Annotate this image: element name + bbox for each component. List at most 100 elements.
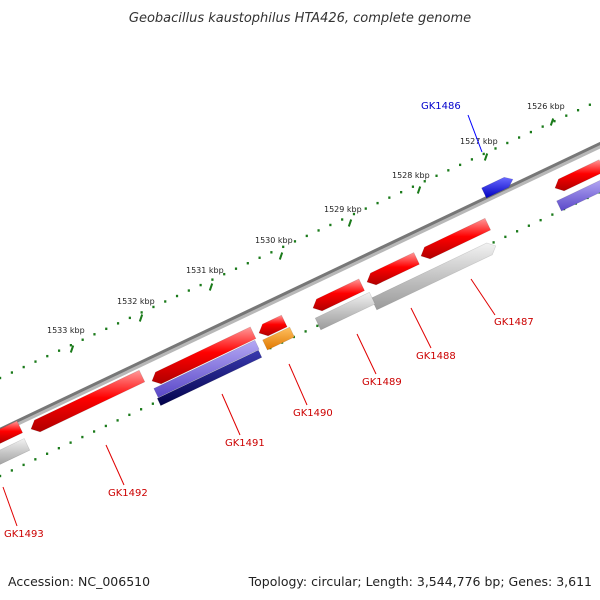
gene-label-gk1486[interactable]: GK1486 bbox=[421, 101, 461, 112]
ruler-minor-tick bbox=[447, 169, 450, 172]
ruler-minor-tick bbox=[541, 125, 544, 128]
inner-ruler-minor-tick bbox=[128, 413, 131, 417]
cds-bar-gk1489 bbox=[314, 291, 376, 331]
leader-gk1490 bbox=[288, 363, 308, 406]
ruler-major-tick bbox=[549, 118, 555, 126]
ruler-minor-ticks bbox=[0, 103, 591, 380]
ruler-major-tick bbox=[416, 186, 422, 194]
ruler-minor-tick bbox=[517, 136, 521, 139]
ruler-tick-label: 1526 kbp bbox=[527, 102, 565, 111]
ruler-minor-tick bbox=[116, 322, 120, 325]
ruler-tick-label: 1528 kbp bbox=[392, 171, 430, 180]
ruler-minor-tick bbox=[329, 223, 332, 227]
hit-bar-gk1491-dark bbox=[156, 349, 263, 407]
ruler-minor-tick bbox=[140, 311, 143, 314]
ruler-minor-tick bbox=[565, 114, 568, 117]
ruler-minor-tick bbox=[46, 354, 49, 358]
feature-tracks bbox=[0, 159, 600, 465]
ruler-major-tick bbox=[208, 283, 214, 291]
ruler-tick-label: 1527 kbp bbox=[460, 137, 498, 146]
inner-ruler-minor-tick bbox=[104, 424, 107, 428]
cds-bar-gk1487-gk1488 bbox=[370, 242, 497, 311]
inner-ruler-minor-tick bbox=[81, 435, 84, 439]
ruler-minor-tick bbox=[246, 262, 249, 265]
ruler-major-tick bbox=[278, 252, 284, 260]
inner-ruler-minor-tick bbox=[46, 452, 49, 455]
ruler-minor-tick bbox=[187, 289, 190, 292]
gene-label-leaders bbox=[2, 114, 496, 527]
inner-ruler-minor-tick bbox=[116, 419, 119, 422]
hit-bar-gk1491 bbox=[153, 339, 260, 398]
ruler-minor-tick bbox=[211, 278, 214, 281]
inner-ruler-minor-tick bbox=[539, 218, 542, 222]
gene-label-gk1489[interactable]: GK1489 bbox=[362, 377, 402, 388]
topology-text: Topology: circular; Length: 3,544,776 bp… bbox=[248, 574, 592, 589]
gene-label-gk1490[interactable]: GK1490 bbox=[293, 408, 333, 419]
ruler-major-tick bbox=[483, 153, 489, 161]
leader-gk1493 bbox=[2, 486, 18, 527]
ruler-tick-label: 1532 kbp bbox=[117, 297, 155, 306]
ruler-minor-tick bbox=[93, 333, 96, 336]
inner-ruler-minor-tick bbox=[516, 230, 519, 233]
ruler-minor-tick bbox=[553, 119, 556, 123]
ruler-minor-tick bbox=[317, 229, 320, 232]
ruler-minor-tick bbox=[494, 147, 497, 150]
gene-label-gk1492[interactable]: GK1492 bbox=[108, 488, 148, 499]
ruler-minor-tick bbox=[470, 158, 474, 161]
ruler-minor-tick bbox=[459, 163, 462, 167]
ruler-minor-tick bbox=[152, 305, 155, 309]
ruler-minor-tick bbox=[423, 180, 426, 183]
inner-ruler-minor-tick bbox=[140, 408, 143, 411]
ruler-minor-tick bbox=[305, 234, 308, 238]
ruler-minor-tick bbox=[576, 109, 580, 112]
ruler-major-ticks bbox=[69, 118, 555, 353]
ruler-minor-tick bbox=[411, 185, 415, 188]
ruler-minor-tick bbox=[105, 327, 108, 331]
leader-gk1491 bbox=[221, 393, 241, 436]
gene-arrow-gk1492 bbox=[30, 369, 146, 433]
inner-ruler-minor-tick bbox=[527, 224, 530, 227]
inner-ruler-minor-tick bbox=[34, 458, 37, 461]
ruler-minor-tick bbox=[400, 190, 403, 194]
leader-gk1486 bbox=[467, 114, 483, 153]
ruler-minor-tick bbox=[376, 201, 379, 205]
ruler-major-tick bbox=[69, 345, 75, 353]
ruler-minor-tick bbox=[506, 141, 509, 145]
leader-gk1488 bbox=[410, 307, 432, 349]
gene-label-gk1487[interactable]: GK1487 bbox=[494, 317, 534, 328]
ruler-minor-tick bbox=[22, 365, 25, 369]
ruler-minor-tick bbox=[223, 272, 226, 276]
gene-arrow-gk1491 bbox=[151, 326, 257, 385]
gene-labels: GK1486 GK1487 GK1488 GK1489 GK1490 GK149… bbox=[4, 101, 534, 540]
gene-arrow-gk1489 bbox=[312, 278, 365, 312]
gene-label-gk1491[interactable]: GK1491 bbox=[225, 438, 265, 449]
gene-arrow-gk1490 bbox=[258, 314, 288, 337]
gene-arrow-gk1486-track bbox=[554, 159, 600, 192]
gene-label-gk1493[interactable]: GK1493 bbox=[4, 529, 44, 540]
ruler-minor-tick bbox=[10, 371, 13, 374]
accession-text: Accession: NC_006510 bbox=[8, 574, 150, 589]
inner-ruler-minor-tick bbox=[0, 474, 2, 478]
inner-ruler-minor-tick bbox=[57, 446, 60, 450]
ruler-minor-tick bbox=[529, 130, 532, 134]
ruler-minor-tick bbox=[258, 256, 261, 259]
gene-label-gk1488[interactable]: GK1488 bbox=[416, 351, 456, 362]
ruler-minor-tick bbox=[57, 349, 61, 352]
ruler-minor-tick bbox=[69, 344, 72, 347]
inner-ruler-minor-tick bbox=[551, 213, 554, 216]
inner-ruler-minor-tick bbox=[492, 241, 495, 244]
inner-ruler-ticks bbox=[0, 191, 600, 478]
gene-arrow-gk1487 bbox=[420, 217, 492, 260]
leader-gk1487 bbox=[470, 278, 496, 316]
ruler-minor-tick bbox=[199, 283, 202, 287]
ruler-labels: 1533 kbp 1532 kbp 1531 kbp 1530 kbp 1529 kbp… bbox=[47, 102, 565, 335]
cds-bar-gk1493 bbox=[0, 438, 31, 465]
ruler-minor-tick bbox=[34, 360, 37, 363]
ruler-minor-tick bbox=[588, 103, 591, 106]
inner-ruler-minor-tick bbox=[10, 469, 13, 472]
gene-arrow-gk1486 bbox=[481, 176, 514, 199]
ruler-minor-tick bbox=[293, 240, 297, 243]
ruler-major-tick bbox=[138, 314, 144, 322]
ruler-minor-tick bbox=[282, 245, 285, 249]
